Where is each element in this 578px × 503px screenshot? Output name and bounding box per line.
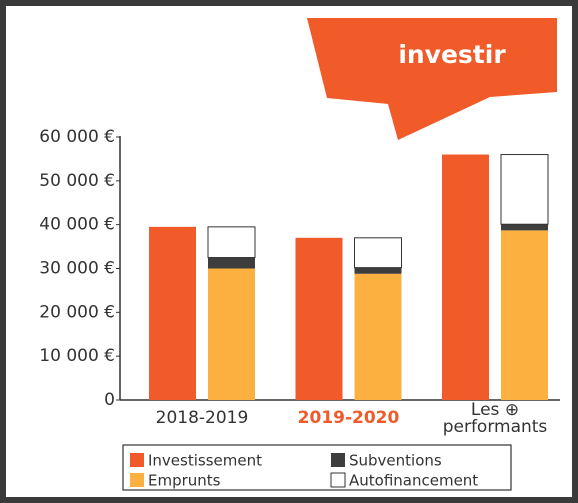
bar-segment [208,257,255,269]
legend-swatch [130,473,144,487]
legend-swatch [331,453,345,467]
bar-segment [354,267,402,274]
bar-segment [207,226,256,259]
legend-swatch [330,472,346,488]
y-tick-label: 60 000 € [39,127,115,147]
legend-label: Investissement [148,452,262,470]
legend-label: Autofinancement [349,472,478,490]
legend-label: Emprunts [148,472,221,490]
x-tick-label: Les ⊕ performants [442,402,548,437]
y-tick-label: 20 000 € [39,302,115,322]
y-tick-label: 30 000 € [39,259,115,279]
bar-segment [354,237,402,269]
y-tick-label: 10 000 € [39,346,115,366]
bar-segment [500,154,549,225]
y-tick-label: 40 000 € [39,215,115,235]
legend-swatch [130,453,144,467]
x-tick-label: 2018-2019 [155,408,249,428]
bar-segment [442,154,489,400]
bar-segment [501,230,548,400]
legend [122,444,512,491]
bar-segment [295,237,343,400]
banner-title: investir [398,40,506,69]
y-tick-label: 50 000 € [39,171,115,191]
y-tick-label: 0 [104,390,115,410]
legend-label: Subventions [349,452,442,470]
x-tick-label: 2019-2020 [297,408,400,428]
bar-segment [501,224,548,231]
bar-segment [149,226,196,400]
x-label-box: Les ⊕ performants [442,402,548,437]
bar-segment [354,273,402,400]
banner-shape [307,18,557,140]
bar-segment [208,268,255,400]
x-label-box: 2019-2020 [297,408,400,428]
x-label-box: 2018-2019 [155,408,249,428]
